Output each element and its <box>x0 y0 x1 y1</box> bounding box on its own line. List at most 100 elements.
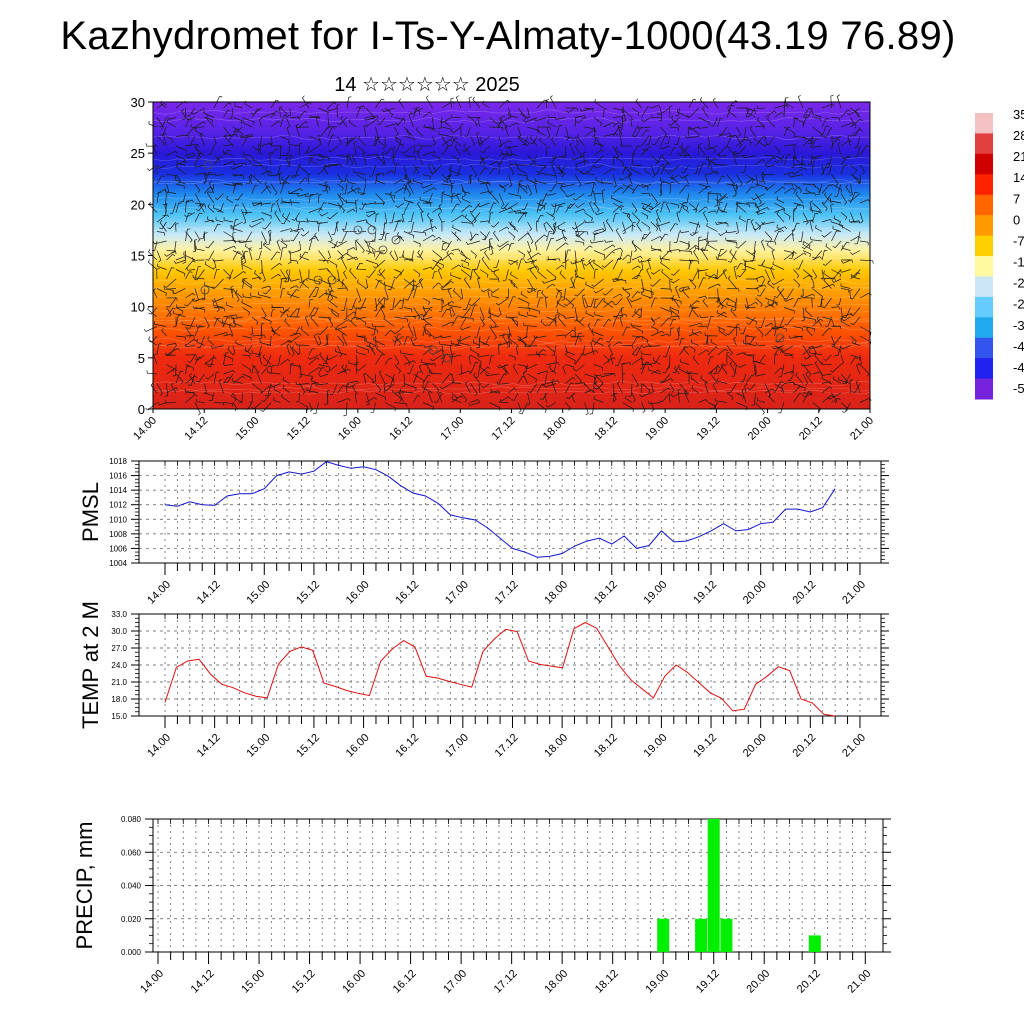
calm-marker <box>442 353 452 363</box>
x-tick-label: 21.00 <box>840 579 868 607</box>
y-tick-label: 0.000 <box>121 948 142 957</box>
cross-section-panel: 0 5 10 15 20 25 30 14.00 14.12 15.00 15.12 16.00 16.… <box>131 94 876 443</box>
colorbar-swatch <box>975 276 993 298</box>
calm-marker <box>378 245 388 255</box>
y-tick-label: 1006 <box>109 544 127 553</box>
colorbar-label: 28 <box>1013 128 1024 143</box>
y-tick-label: 15.0 <box>111 712 127 721</box>
cross-section-x-label: 20.12 <box>797 415 825 443</box>
y-tick-label: 1018 <box>109 457 127 466</box>
cross-section-x-label: 14.00 <box>131 415 159 443</box>
x-tick-label: 20.00 <box>741 732 769 760</box>
y-tick-label: 1012 <box>109 501 127 510</box>
colorbar: 35 28 21 14 7 0 -7 -1 -2 -2 -3 -4 -4 -5 <box>975 107 1024 400</box>
cross-section-y-label: 15 <box>131 249 145 264</box>
y-tick-label: 1016 <box>109 472 127 481</box>
y-tick-label: 0.040 <box>121 882 142 891</box>
colorbar-swatch <box>975 133 993 155</box>
colorbar-label: -5 <box>1013 381 1024 396</box>
cross-section-y-label: 10 <box>131 300 145 315</box>
colorbar-label: 35 <box>1013 107 1024 122</box>
x-tick-label: 17.12 <box>493 732 521 760</box>
y-tick-label: 24.0 <box>111 661 127 670</box>
x-tick-label: 15.00 <box>244 732 272 760</box>
colorbar-label: -4 <box>1013 360 1024 375</box>
colorbar-label: 21 <box>1013 149 1024 164</box>
colorbar-label: -1 <box>1013 255 1024 270</box>
x-tick-label: 15.12 <box>290 968 318 996</box>
x-tick-label: 15.00 <box>244 579 272 607</box>
x-tick-label: 16.12 <box>393 579 421 607</box>
y-tick-label: 21.0 <box>111 678 127 687</box>
pmsl-panel-frame <box>138 460 882 564</box>
wind-barbs <box>143 94 874 417</box>
y-tick-label: 0.020 <box>121 915 142 924</box>
colorbar-label: -7 <box>1013 233 1024 248</box>
x-tick-label: 14.00 <box>145 732 173 760</box>
x-tick-label: 21.00 <box>840 732 868 760</box>
colorbar-swatch <box>975 337 993 359</box>
precip-panel-ylabel: PRECIP, mm <box>72 822 97 950</box>
x-tick-label: 20.12 <box>795 968 823 996</box>
calm-marker <box>391 235 401 245</box>
x-tick-label: 20.00 <box>744 968 772 996</box>
colorbar-swatch <box>975 174 993 196</box>
y-tick-label: 18.0 <box>111 695 127 704</box>
x-tick-label: 17.00 <box>441 968 469 996</box>
x-tick-label: 14.12 <box>195 732 223 760</box>
calm-marker <box>313 275 323 285</box>
y-tick-label: 1014 <box>109 486 127 495</box>
cross-section-x-label: 15.12 <box>285 415 313 443</box>
pmsl-panel-ylabel: PMSL <box>78 482 103 542</box>
x-tick-label: 14.00 <box>138 968 166 996</box>
cross-section-x-label: 16.12 <box>387 415 415 443</box>
cross-section-y-label: 25 <box>131 146 145 161</box>
cross-section-x-label: 18.12 <box>592 415 620 443</box>
colorbar-label: 0 <box>1013 212 1020 227</box>
colorbar-swatch <box>975 317 993 339</box>
x-tick-label: 18.12 <box>593 968 621 996</box>
y-tick-label: 0.080 <box>121 815 142 824</box>
page-subtitle: 14 ☆☆☆☆☆☆ 2025 <box>334 74 520 96</box>
colorbar-swatch <box>975 194 993 216</box>
y-tick-label: 1010 <box>109 515 127 524</box>
cross-section-y-label: 20 <box>131 197 145 212</box>
colorbar-label: 7 <box>1013 191 1020 206</box>
x-tick-label: 16.00 <box>340 968 368 996</box>
colorbar-swatch <box>975 153 993 175</box>
y-tick-label: 30.0 <box>111 627 127 636</box>
x-tick-label: 17.00 <box>443 579 471 607</box>
cross-section-y-label: 5 <box>138 351 145 366</box>
x-tick-label: 15.12 <box>294 579 322 607</box>
cross-section-x-label: 18.00 <box>541 415 569 443</box>
x-tick-label: 16.12 <box>391 968 419 996</box>
precip-bar <box>707 819 720 952</box>
x-tick-label: 19.12 <box>691 579 719 607</box>
cross-section-y-label: 30 <box>131 95 145 110</box>
cross-section-x-label: 14.12 <box>182 415 210 443</box>
colorbar-label: 14 <box>1013 170 1024 185</box>
x-tick-label: 21.00 <box>845 968 873 996</box>
calm-marker <box>367 225 377 235</box>
x-tick-label: 18.12 <box>592 732 620 760</box>
colorbar-label: -2 <box>1013 297 1024 312</box>
pmsl-panel: 1004 1006 1008 1010 1012 1014 1016 1018 14.00 14.… <box>78 457 889 607</box>
colorbar-label: -3 <box>1013 318 1024 333</box>
x-tick-label: 20.00 <box>741 579 769 607</box>
x-tick-label: 15.00 <box>239 968 267 996</box>
calm-marker <box>353 225 363 235</box>
cross-section-x-label: 19.00 <box>643 415 671 443</box>
x-tick-label: 19.12 <box>691 732 719 760</box>
y-tick-label: 0.060 <box>121 848 142 857</box>
cross-section-x-label: 21.00 <box>848 415 876 443</box>
x-tick-label: 16.00 <box>344 732 372 760</box>
x-tick-label: 14.12 <box>195 579 223 607</box>
precip-bar <box>695 918 708 953</box>
colorbar-label: -4 <box>1013 339 1024 354</box>
precip-bar <box>720 918 733 953</box>
page-title: Kazhydromet for I-Ts-Y-Almaty-1000(43.19… <box>60 14 956 58</box>
x-tick-label: 14.12 <box>189 968 217 996</box>
x-tick-label: 17.12 <box>493 579 521 607</box>
y-tick-label: 33.0 <box>111 610 127 619</box>
